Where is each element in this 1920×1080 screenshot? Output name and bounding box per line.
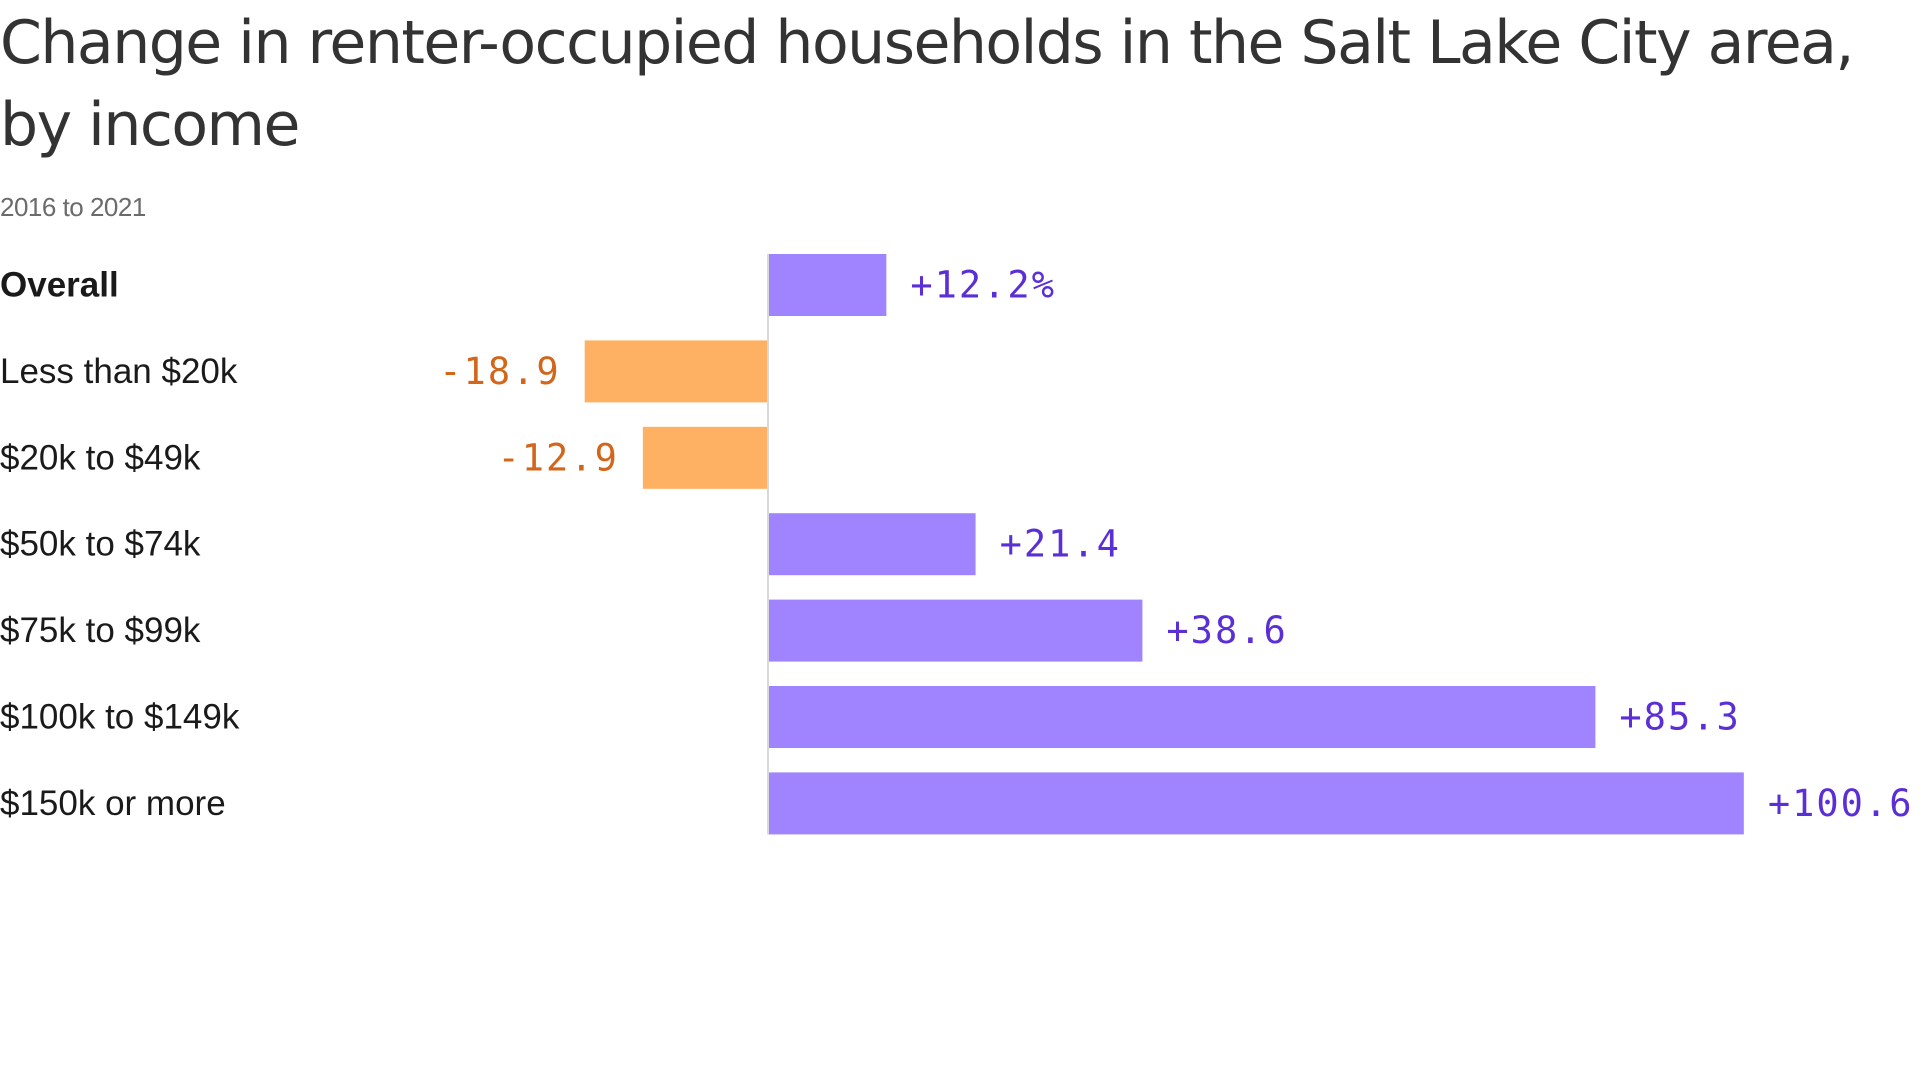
category-label: $20k to $49k [0, 438, 201, 477]
category-label: $150k or more [0, 784, 226, 823]
bar-6 [768, 772, 1744, 835]
bar-5 [768, 686, 1596, 748]
category-label: $50k to $74k [0, 525, 201, 564]
value-label: +21.4 [1000, 523, 1121, 566]
bar-4 [768, 599, 1143, 662]
value-label: -12.9 [497, 436, 618, 479]
category-label: Overall [0, 266, 119, 305]
bar-2 [642, 426, 768, 489]
bar-1 [584, 340, 768, 403]
category-label: $75k to $99k [0, 611, 201, 650]
bar-0 [768, 254, 887, 316]
chart-title: Change in renter-occupied households in … [0, 8, 1854, 160]
category-label: $100k to $149k [0, 698, 240, 737]
bar-3 [768, 513, 976, 576]
category-label: Less than $20k [0, 352, 238, 391]
value-label: +38.6 [1166, 609, 1287, 652]
chart-subtitle: 2016 to 2021 [0, 192, 146, 222]
value-label: +100.6 [1768, 782, 1914, 825]
value-label: +85.3 [1619, 696, 1740, 739]
value-label: +12.2% [910, 264, 1056, 307]
value-label: -18.9 [439, 350, 560, 393]
